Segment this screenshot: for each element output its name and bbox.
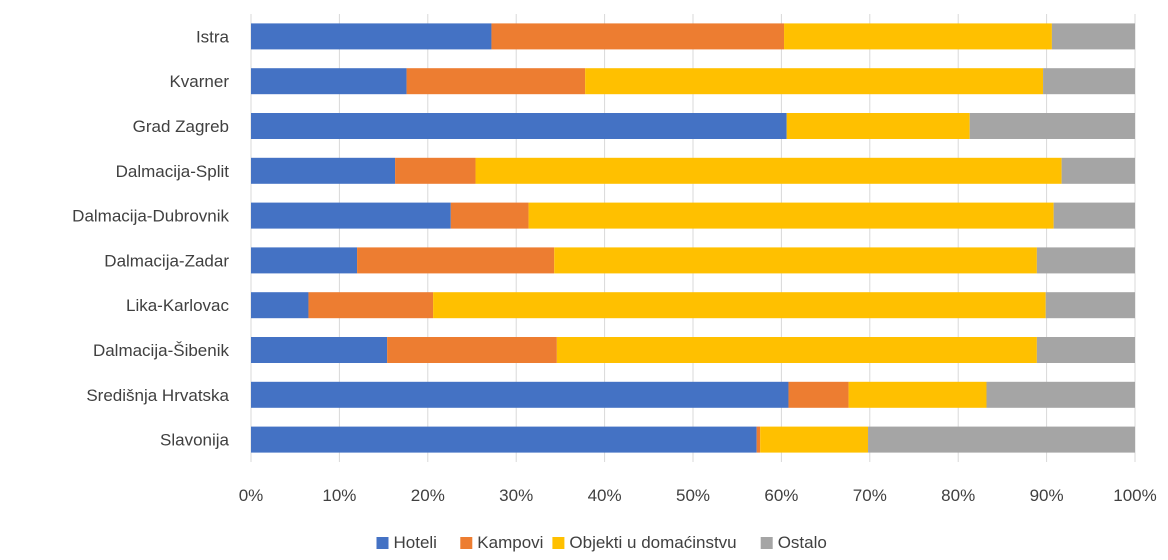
bar-kampovi [387,337,557,363]
bar-hoteli [251,337,388,363]
bar-objekti-u-domacinstvu [786,113,970,139]
category-label: Istra [196,27,230,46]
bar-hoteli [251,292,309,319]
legend-item-ostalo: Ostalo [760,533,827,552]
bar-objekti-u-domacinstvu [433,292,1046,319]
legend-item-objekti-u-domacinstvu: Objekti u domaćinstvu [552,533,737,552]
bar-kampovi [395,157,476,184]
bar-objekti-u-domacinstvu [760,426,869,453]
bar-hoteli [251,202,451,229]
legend-item-kampovi: Kampovi [460,533,543,552]
bar-kampovi [357,247,555,274]
category-label: Grad Zagreb [133,117,229,136]
category-label: Dalmacija-Dubrovnik [72,207,229,226]
x-tick-label: 0% [239,486,264,505]
bar-ostalo [868,426,1135,453]
legend-swatch [552,537,565,549]
bar-kampovi [788,381,849,408]
legend-label: Kampovi [477,533,543,552]
x-tick-label: 20% [411,486,445,505]
bar-hoteli [251,381,789,408]
bar-ostalo [1045,292,1135,319]
bar-hoteli [251,247,358,274]
bar-objekti-u-domacinstvu [848,381,987,408]
bar-objekti-u-domacinstvu [528,202,1054,229]
bar-kampovi [450,202,529,229]
x-tick-label: 60% [764,486,798,505]
x-tick-label: 30% [499,486,533,505]
legend-swatch [760,537,773,549]
legend-label: Ostalo [778,533,827,552]
x-tick-label: 10% [322,486,356,505]
category-label: Središnja Hrvatska [86,386,229,405]
bar-objekti-u-domacinstvu [585,68,1044,95]
bar-ostalo [986,381,1135,408]
category-label: Slavonija [160,431,230,450]
bar-kampovi [308,292,434,319]
bar-ostalo [1051,23,1135,50]
bar-hoteli [251,113,787,139]
x-tick-label: 50% [676,486,710,505]
legend-swatch [376,537,389,549]
x-tick-label: 40% [588,486,622,505]
legend: Hoteli Kampovi Objekti u domaćinstvu Ostalo [376,533,827,552]
category-label: Dalmacija-Šibenik [93,341,230,360]
bar-kampovi [491,23,785,50]
bar-ostalo [1061,157,1135,184]
legend-label: Objekti u domaćinstvu [569,533,736,552]
bar-hoteli [251,68,407,95]
bar-ostalo [1036,247,1135,274]
category-labels: Istra Kvarner Grad Zagreb Dalmacija-Split Da… [72,27,229,449]
bar-ostalo [969,113,1135,139]
bar-ostalo [1036,337,1135,363]
x-tick-label: 100% [1113,486,1156,505]
category-label: Dalmacija-Zadar [104,251,229,270]
x-axis-tick-labels: 0% 10% 20% 30% 40% 50% 60% 70% 80% 90% 100% [239,486,1157,505]
bar-objekti-u-domacinstvu [784,23,1052,50]
bar-hoteli [251,426,757,453]
x-tick-label: 80% [941,486,975,505]
category-label: Lika-Karlovac [126,296,229,315]
x-tick-label: 70% [853,486,887,505]
bar-ostalo [1043,68,1135,95]
category-label: Dalmacija-Split [116,162,230,181]
legend-item-hoteli: Hoteli [376,533,437,552]
bars [251,23,1135,453]
x-tick-label: 90% [1030,486,1064,505]
bar-objekti-u-domacinstvu [554,247,1037,274]
legend-label: Hoteli [394,533,437,552]
legend-swatch [460,537,473,549]
bar-hoteli [251,23,492,50]
bar-hoteli [251,157,396,184]
bar-objekti-u-domacinstvu [556,337,1037,363]
bar-kampovi [756,426,761,453]
bar-objekti-u-domacinstvu [475,157,1062,184]
bar-ostalo [1053,202,1135,229]
category-label: Kvarner [169,72,229,91]
bar-kampovi [406,68,586,95]
